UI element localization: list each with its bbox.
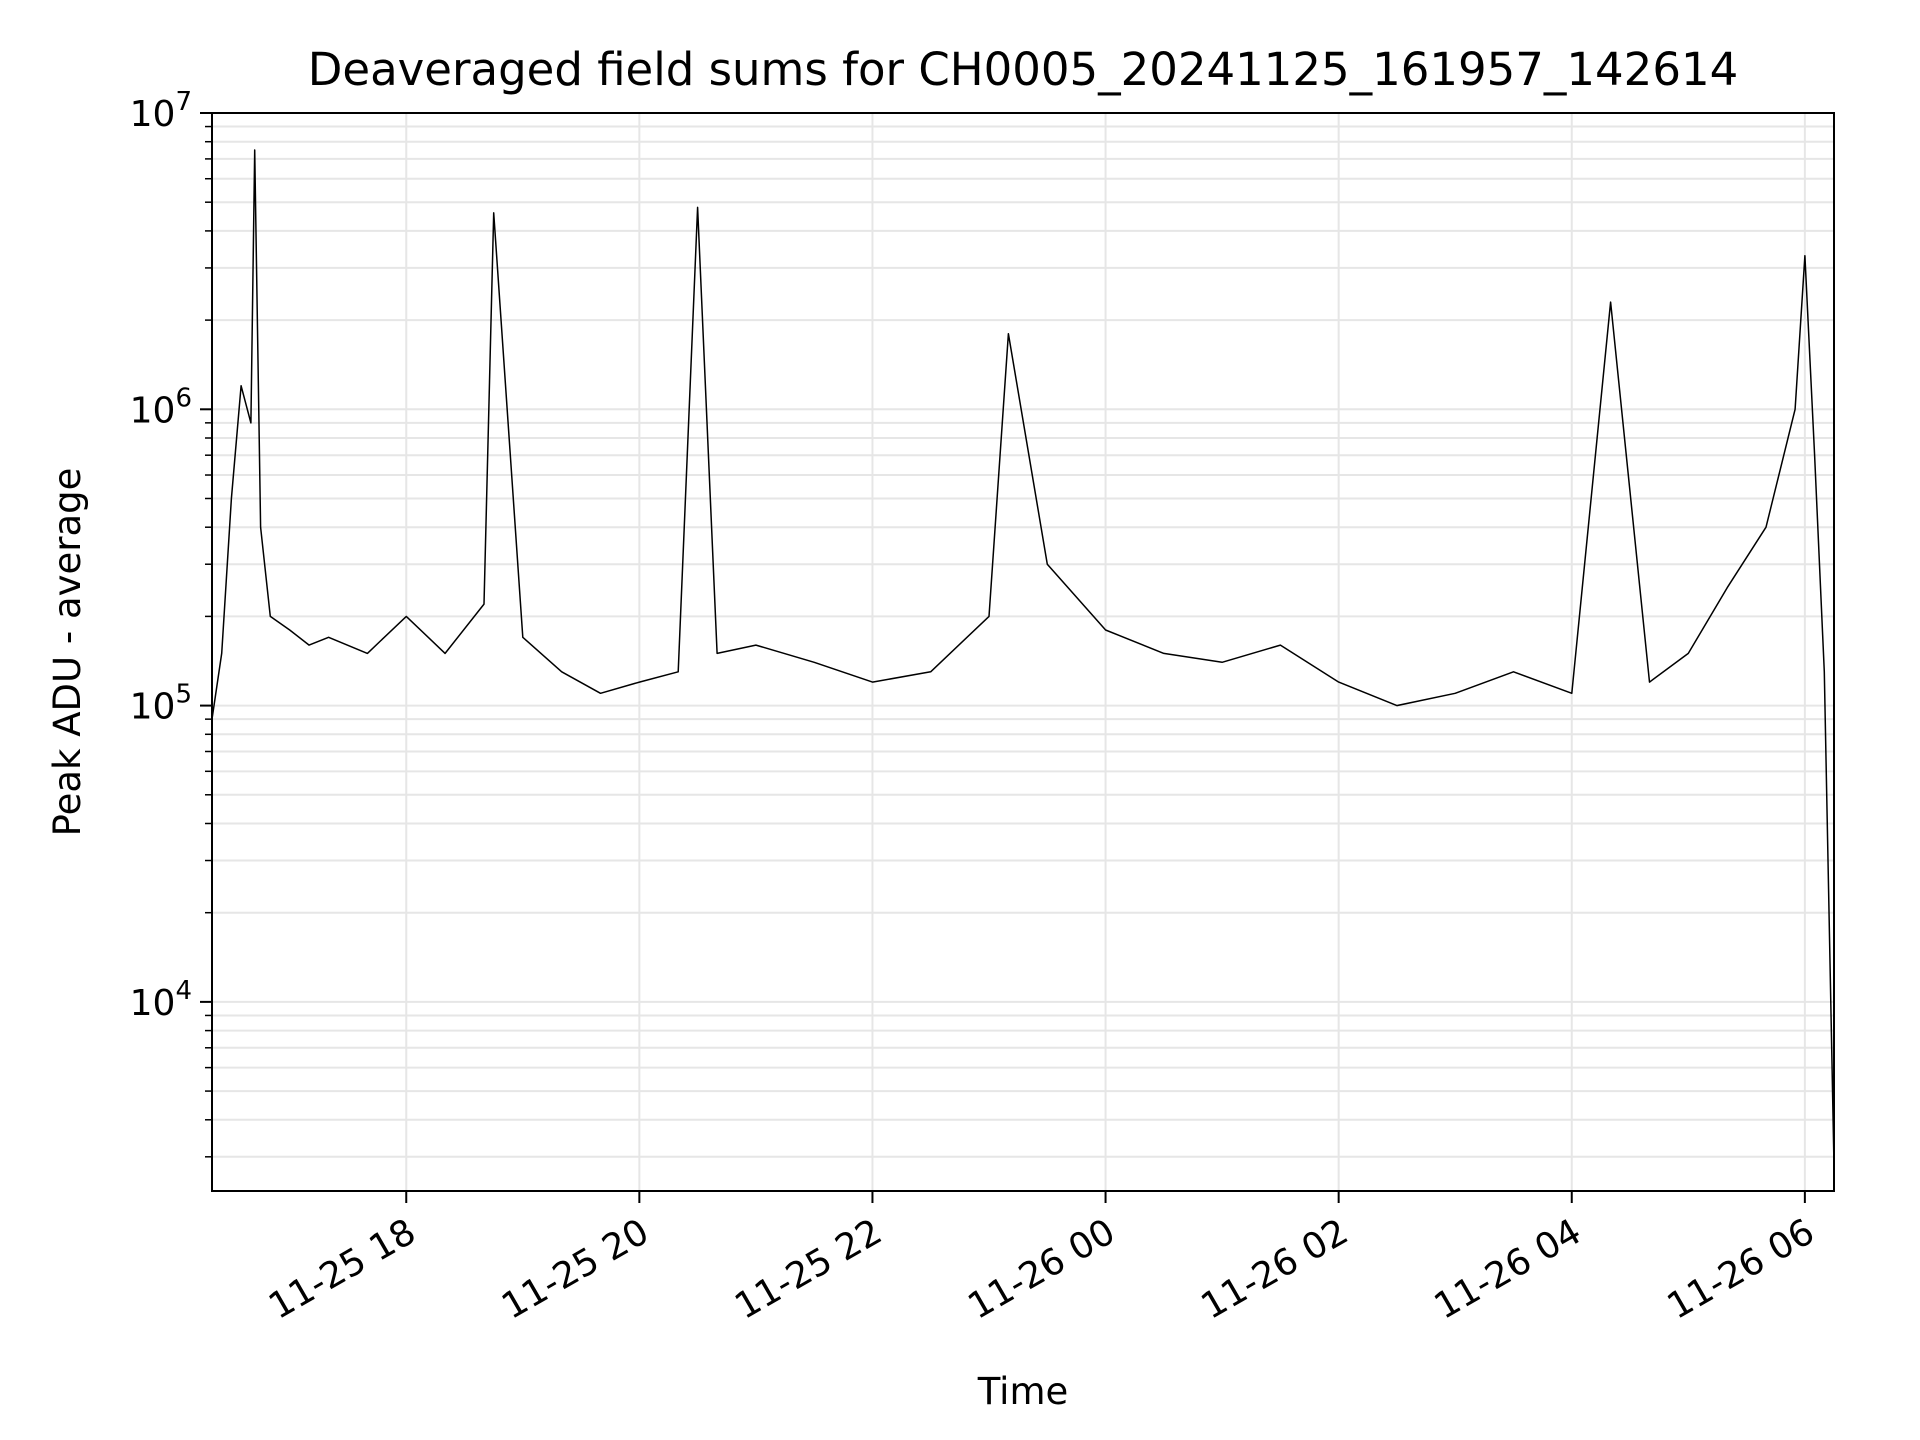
- y-tick-label-base: 10: [130, 687, 176, 728]
- line-layer: [211, 149, 1835, 1166]
- chart-title: Deaveraged field sums for CH0005_2024112…: [308, 43, 1738, 96]
- y-tick-label-3: 107: [130, 87, 192, 135]
- x-axis-label: Time: [977, 1370, 1069, 1413]
- y-tick-label-exponent: 4: [175, 976, 192, 1006]
- y-tick-label-base: 10: [130, 983, 176, 1024]
- y-tick-label-1: 105: [130, 680, 192, 728]
- y-tick-label-base: 10: [130, 94, 176, 135]
- grid: [212, 112, 1834, 1191]
- y-tick-label-exponent: 7: [175, 87, 192, 117]
- y-tick-label-0: 104: [130, 976, 192, 1024]
- y-axis-label: Peak ADU - average: [46, 468, 89, 837]
- y-tick-label-base: 10: [130, 390, 176, 431]
- series-line-0: [211, 149, 1835, 1166]
- y-tick-label-exponent: 6: [175, 383, 192, 413]
- y-tick-label-2: 106: [130, 383, 192, 431]
- y-tick-label-exponent: 5: [175, 680, 192, 710]
- plot-frame: [211, 112, 1835, 1192]
